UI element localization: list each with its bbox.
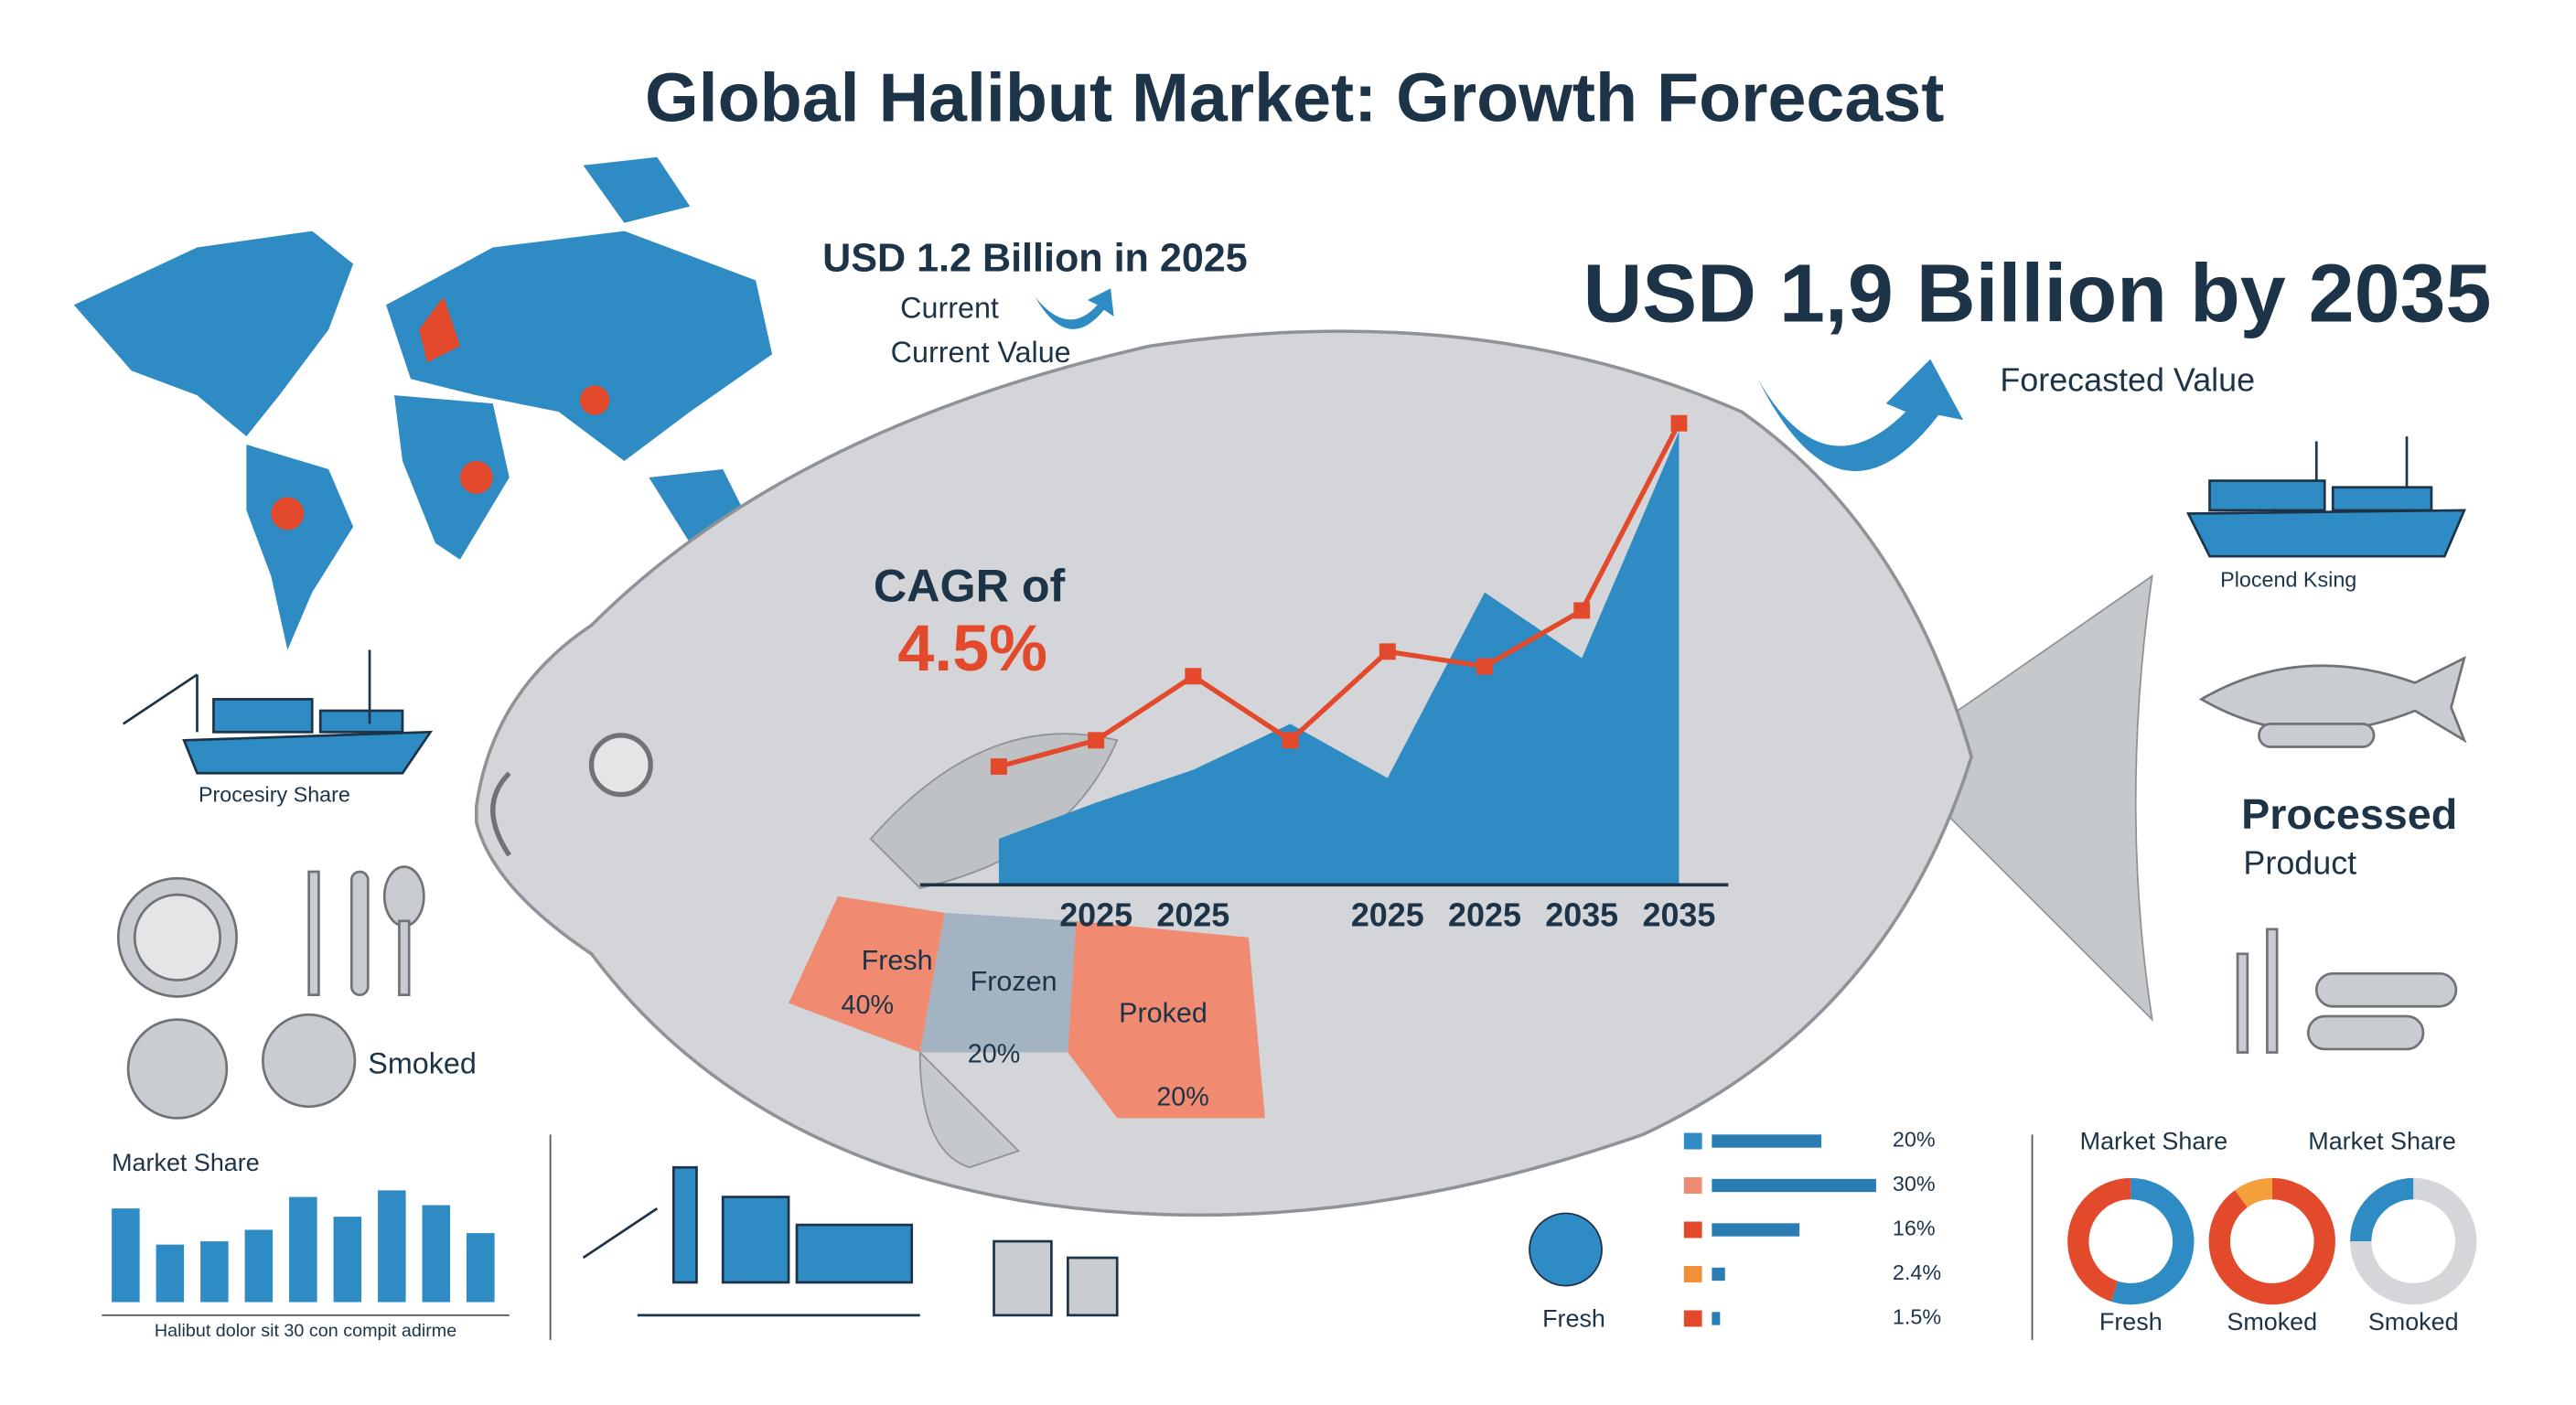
cutlery-icon: [116, 865, 2458, 1120]
point: [1282, 732, 1299, 749]
cagr-value: 4.5%: [897, 612, 1047, 685]
value-label: 16%: [1893, 1217, 1936, 1240]
bar: [467, 1233, 495, 1303]
x-tick-label: 2035: [1545, 896, 1618, 934]
cagr-label: CAGR of: [874, 559, 1066, 611]
legend-marker: [1683, 1132, 1702, 1150]
point: [1573, 602, 1591, 619]
line: [998, 422, 1681, 769]
chart-label: Smoked: [2227, 1308, 2317, 1335]
point: [1476, 658, 1493, 675]
icon-label: Procesiry Share: [199, 783, 350, 807]
legend-marker: [1683, 1310, 1702, 1327]
point: [1379, 643, 1396, 660]
point: [1185, 668, 1202, 685]
segment-share: 20%: [968, 1040, 1020, 1069]
caption: Fresh: [1542, 1304, 1605, 1332]
segment-share: 40%: [842, 991, 894, 1020]
slice: [2235, 1177, 2273, 1208]
chart-title: Market Share: [2080, 1127, 2228, 1154]
x-tick-label: 2025: [1156, 896, 1229, 934]
factory-icon: [582, 1165, 1119, 1317]
pie-icon: [1529, 1212, 1603, 1287]
bar: [1712, 1223, 1800, 1237]
title: Global Halibut Market: Growth Forecast: [645, 59, 1944, 135]
ship-icon: [2185, 436, 2466, 558]
bar: [1712, 1312, 1721, 1325]
bar: [289, 1196, 317, 1303]
slice: [2350, 1177, 2477, 1305]
chart-label: Smoked: [2368, 1308, 2459, 1335]
icon-label: Processed: [2241, 790, 2457, 838]
slice: [2208, 1177, 2335, 1305]
bar: [244, 1229, 274, 1303]
value-label: 1.5%: [1893, 1305, 1941, 1329]
legend-marker: [1683, 1177, 1702, 1194]
arrow-icon: [1757, 359, 1964, 472]
segment-name: Frozen: [971, 966, 1057, 997]
area: [998, 431, 1680, 885]
value-label: 2.4%: [1893, 1260, 1941, 1284]
point: [1670, 414, 1688, 432]
point: [990, 758, 1007, 776]
fish-icon: [2198, 655, 2467, 748]
x-tick-label: 2025: [1448, 896, 1521, 934]
bar: [200, 1241, 229, 1303]
legend-marker: [1683, 1266, 1702, 1282]
forecast-label: Forecasted Value: [2000, 360, 2255, 398]
x-tick-label: 2035: [1642, 896, 1715, 934]
slice: [2350, 1177, 2414, 1242]
map-markers: [271, 296, 610, 531]
segment-share: 20%: [1156, 1082, 1208, 1111]
segment-name: Proked: [1119, 997, 1208, 1028]
bar: [156, 1244, 185, 1303]
bar: [1712, 1178, 1876, 1193]
bar: [378, 1190, 406, 1303]
slice: [2110, 1177, 2195, 1305]
x-tick-label: 2025: [1059, 896, 1132, 934]
icon-label: Plocend Ksing: [2220, 567, 2356, 591]
chart-title: Market Share: [2308, 1127, 2456, 1154]
world-map: [73, 156, 773, 650]
bar: [333, 1217, 362, 1303]
bar: [422, 1205, 451, 1303]
point: [1088, 732, 1105, 749]
bar: [1712, 1134, 1822, 1148]
chart-title: Market Share: [112, 1149, 260, 1176]
caption: Halibut dolor sit 30 con compit adirme: [155, 1321, 456, 1341]
slice: [2067, 1177, 2131, 1302]
legend-marker: [1683, 1221, 1702, 1239]
bar: [112, 1208, 140, 1303]
chart-label: Fresh: [2099, 1308, 2163, 1335]
icon-label: Smoked: [368, 1046, 477, 1079]
ship-icon: [122, 649, 434, 775]
current-label: Current: [900, 291, 999, 324]
current-sublabel: Current Value: [891, 336, 1071, 369]
arrow-icon: [1035, 288, 1114, 329]
icon-label: Product: [2243, 843, 2356, 881]
x-tick-label: 2025: [1351, 896, 1424, 934]
value-label: 30%: [1893, 1172, 1936, 1196]
forecast-headline: USD 1,9 Billion by 2035: [1583, 249, 2491, 340]
segment-name: Fresh: [862, 945, 933, 976]
bar: [1712, 1267, 1725, 1282]
current-headline: USD 1.2 Billion in 2025: [822, 236, 1248, 280]
value-label: 20%: [1893, 1128, 1936, 1152]
